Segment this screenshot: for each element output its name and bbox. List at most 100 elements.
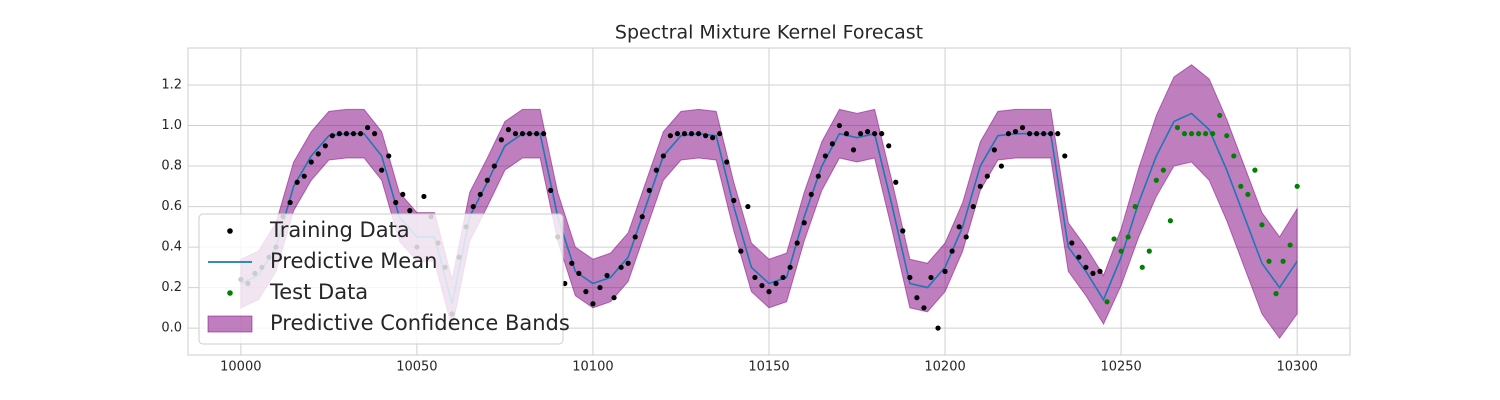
data-point <box>1259 222 1265 228</box>
y-tick-label: 0.6 <box>161 199 182 214</box>
data-point <box>998 163 1005 169</box>
data-point <box>801 220 807 226</box>
data-point <box>484 177 490 183</box>
data-point <box>695 131 702 137</box>
data-point <box>1210 131 1216 137</box>
data-point <box>1132 203 1138 210</box>
data-point <box>738 248 744 254</box>
data-point <box>1111 236 1117 242</box>
data-point <box>498 137 504 143</box>
data-point <box>1245 191 1251 198</box>
data-point <box>294 179 300 185</box>
chart-title: Spectral Mixture Kernel Forecast <box>615 22 923 44</box>
data-point <box>1217 112 1223 119</box>
data-point <box>1005 131 1012 137</box>
data-point <box>836 122 843 129</box>
x-tick-label: 10200 <box>924 360 965 375</box>
x-tick-label: 10050 <box>396 360 437 375</box>
legend-label: Training Data <box>269 218 410 242</box>
data-point <box>357 131 364 137</box>
data-point <box>569 260 575 266</box>
data-point <box>1083 264 1089 270</box>
data-point <box>1041 131 1047 137</box>
data-point <box>766 289 772 295</box>
data-point <box>850 147 857 153</box>
data-point <box>653 167 659 173</box>
data-point <box>984 173 990 179</box>
data-point <box>857 131 864 137</box>
data-point <box>1090 270 1096 276</box>
data-point <box>886 143 892 149</box>
data-point <box>329 133 335 139</box>
y-tick-label: 0.4 <box>161 240 182 255</box>
data-point <box>815 173 821 179</box>
data-point <box>879 131 885 137</box>
data-point <box>379 167 385 173</box>
data-point <box>1195 131 1202 137</box>
data-point <box>576 270 582 276</box>
data-point <box>1224 133 1230 139</box>
data-point <box>752 274 758 281</box>
legend-marker <box>207 315 253 333</box>
data-point <box>710 135 716 141</box>
data-point <box>787 264 793 270</box>
data-point <box>808 191 814 198</box>
data-point <box>942 268 948 274</box>
data-point <box>512 131 519 137</box>
data-point <box>1139 264 1145 270</box>
legend-marker <box>227 228 233 234</box>
data-point <box>731 197 737 204</box>
data-point <box>364 124 371 131</box>
data-point <box>1280 258 1286 264</box>
data-point <box>1026 131 1033 137</box>
data-point <box>1012 129 1019 135</box>
data-point <box>773 280 779 287</box>
data-point <box>1252 167 1258 173</box>
data-point <box>519 131 526 137</box>
data-point <box>674 131 681 137</box>
data-point <box>759 282 765 289</box>
data-point <box>681 131 688 137</box>
data-point <box>343 131 350 137</box>
data-point <box>977 183 983 189</box>
data-point <box>393 199 399 206</box>
data-point <box>470 203 476 210</box>
data-point <box>907 274 913 281</box>
data-point <box>1231 153 1237 159</box>
data-point <box>1266 258 1272 264</box>
data-point <box>1238 183 1244 189</box>
data-point <box>1294 183 1300 189</box>
x-tick-label: 10250 <box>1100 360 1141 375</box>
data-point <box>548 187 554 193</box>
x-tick-label: 10000 <box>220 360 261 375</box>
data-point <box>287 199 293 206</box>
data-point <box>843 131 850 137</box>
data-point <box>400 191 406 198</box>
data-point <box>505 127 512 133</box>
y-tick-label: 1.0 <box>161 118 182 133</box>
data-point <box>893 179 899 185</box>
y-tick-label: 1.2 <box>161 78 182 93</box>
data-point <box>407 208 413 214</box>
data-point <box>597 284 603 291</box>
data-point <box>1076 254 1082 260</box>
x-tick-label: 10300 <box>1277 360 1318 375</box>
data-point <box>1287 242 1293 248</box>
plot-frame <box>187 47 1351 356</box>
data-point <box>315 151 321 157</box>
data-point <box>308 159 314 165</box>
data-point <box>350 131 357 137</box>
data-point <box>1019 124 1026 131</box>
legend-frame <box>198 213 564 345</box>
data-point <box>829 141 835 147</box>
data-point <box>1146 248 1152 254</box>
data-point <box>914 295 920 301</box>
data-point <box>724 159 730 165</box>
data-point <box>646 187 652 193</box>
data-point <box>935 325 941 331</box>
data-point <box>336 131 343 137</box>
data-point <box>421 193 427 200</box>
data-point <box>639 214 645 220</box>
data-point <box>1055 131 1061 137</box>
